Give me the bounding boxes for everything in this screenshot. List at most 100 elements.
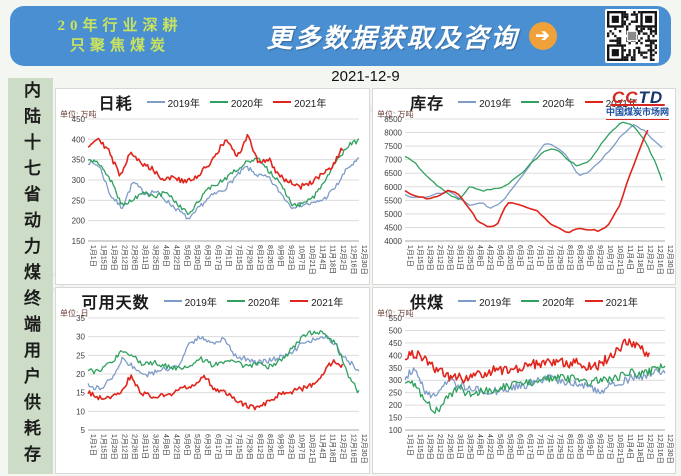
x-tick-label: 1月29日 bbox=[110, 245, 118, 271]
x-tick-label: 1月15日 bbox=[99, 434, 107, 460]
chart-title: 库存 bbox=[410, 96, 445, 113]
series-line-2019年 bbox=[404, 367, 666, 399]
x-tick-label: 8月26日 bbox=[266, 245, 274, 271]
y-tick-label: 250 bbox=[389, 389, 403, 398]
legend-item-2019年: 2019年 bbox=[458, 294, 511, 309]
series-line-2021年 bbox=[404, 338, 651, 384]
x-tick-label: 9月23日 bbox=[287, 434, 295, 460]
x-tick-label: 4月22日 bbox=[486, 245, 494, 271]
x-tick-label: 11月4日 bbox=[318, 434, 326, 459]
qr-code bbox=[605, 9, 659, 63]
x-tick-label: 12月16日 bbox=[350, 434, 358, 464]
y-tick-label: 30 bbox=[76, 333, 85, 342]
x-tick-label: 11月4日 bbox=[626, 434, 634, 459]
x-tick-label: 5月6日 bbox=[183, 245, 191, 267]
x-tick-label: 9月9日 bbox=[586, 434, 594, 456]
unit-label: 单位: 日 bbox=[60, 309, 89, 318]
x-tick-label: 8月12日 bbox=[256, 245, 264, 271]
x-tick-label: 1月1日 bbox=[406, 245, 414, 267]
x-tick-label: 2月26日 bbox=[446, 434, 454, 460]
legend-label: 2020年 bbox=[230, 98, 264, 110]
x-tick-label: 12月16日 bbox=[350, 245, 358, 275]
x-tick-label: 8月26日 bbox=[576, 245, 584, 271]
x-tick-label: 5月20日 bbox=[193, 245, 201, 271]
y-tick-label: 6500 bbox=[384, 169, 402, 178]
left-sidebar: 内陆十七省动力煤终端用户供耗存 bbox=[8, 78, 53, 474]
y-tick-label: 20 bbox=[76, 370, 85, 379]
tagline-line2: 只聚焦煤炭 bbox=[69, 38, 170, 54]
sidebar-vertical-title: 内陆十七省动力煤终端用户供耗存 bbox=[21, 81, 40, 471]
legend-swatch bbox=[290, 300, 309, 302]
x-tick-label: 3月25日 bbox=[152, 245, 160, 271]
x-tick-label: 2月26日 bbox=[131, 245, 139, 271]
line-chart-daily-consumption: 150 200 250 300 350 400 450 1月1日 1月15日 1月29日 2月12日… bbox=[72, 115, 368, 275]
series-line-2019年 bbox=[87, 157, 360, 220]
legend-swatch bbox=[458, 101, 477, 103]
legend-swatch bbox=[273, 101, 292, 103]
x-tick-label: 11月4日 bbox=[318, 245, 326, 270]
x-tick-label: 6月3日 bbox=[516, 245, 524, 267]
y-tick-label: 150 bbox=[72, 237, 86, 246]
x-tick-label: 11月18日 bbox=[636, 434, 644, 463]
x-tick-label: 8月12日 bbox=[256, 434, 264, 460]
x-tick-label: 12月30日 bbox=[666, 434, 674, 464]
series-line-2020年 bbox=[87, 138, 360, 216]
legend-swatch bbox=[521, 300, 540, 302]
legend-swatch bbox=[521, 101, 540, 103]
y-tick-label: 10 bbox=[76, 407, 85, 416]
x-tick-label: 6月3日 bbox=[204, 434, 212, 456]
x-tick-label: 7月15日 bbox=[235, 245, 243, 271]
x-tick-label: 4月22日 bbox=[172, 434, 180, 460]
x-tick-label: 3月25日 bbox=[466, 434, 474, 460]
chart-panel-coal-supply: 供煤 2019年 2020年 2021年 单位: 万吨 100 150 200 250 30… bbox=[372, 287, 676, 474]
unit-label: 单位: 万吨 bbox=[377, 110, 414, 119]
banner-headline: 更多数据获取及咨询 bbox=[266, 22, 519, 53]
legend-label: 2019年 bbox=[479, 297, 512, 309]
legend-label: 2019年 bbox=[167, 98, 200, 110]
x-tick-label: 12月2日 bbox=[646, 245, 654, 271]
x-tick-label: 3月25日 bbox=[466, 245, 474, 271]
legend-label: 2021年 bbox=[311, 297, 344, 309]
legend-item-2020年: 2020年 bbox=[209, 95, 264, 110]
x-tick-label: 11月18日 bbox=[329, 434, 337, 463]
x-tick-label: 3月25日 bbox=[152, 434, 160, 460]
x-tick-label: 12月30日 bbox=[360, 245, 368, 275]
x-tick-label: 4月22日 bbox=[172, 245, 180, 271]
x-tick-label: 12月2日 bbox=[646, 434, 654, 460]
cctd-logo: CCTD 中国煤炭市场网 bbox=[605, 88, 669, 120]
x-tick-label: 6月17日 bbox=[526, 434, 534, 460]
x-tick-label: 5月20日 bbox=[506, 245, 514, 271]
y-tick-label: 5500 bbox=[384, 196, 402, 205]
cctd-brand: CCTD bbox=[611, 88, 664, 107]
y-tick-label: 450 bbox=[389, 339, 403, 348]
x-tick-label: 6月17日 bbox=[526, 245, 534, 271]
y-tick-label: 4500 bbox=[384, 223, 402, 232]
x-tick-label: 10月7日 bbox=[606, 434, 614, 460]
chart-legend: 2019年 2020年 2021年 bbox=[163, 294, 344, 309]
x-tick-label: 6月3日 bbox=[516, 434, 524, 456]
x-tick-label: 7月1日 bbox=[225, 434, 233, 456]
x-tick-label: 2月12日 bbox=[120, 434, 128, 460]
x-tick-label: 7月1日 bbox=[536, 434, 544, 456]
series-line-2020年 bbox=[87, 330, 360, 394]
x-tick-label: 9月9日 bbox=[586, 245, 594, 267]
y-tick-label: 400 bbox=[72, 135, 86, 144]
legend-label: 2020年 bbox=[247, 297, 281, 309]
y-tick-label: 250 bbox=[72, 196, 86, 205]
x-tick-label: 7月1日 bbox=[536, 245, 544, 267]
x-tick-label: 3月11日 bbox=[456, 434, 464, 459]
x-tick-label: 5月6日 bbox=[183, 434, 191, 456]
x-tick-label: 11月18日 bbox=[329, 245, 337, 274]
legend-item-2019年: 2019年 bbox=[163, 294, 217, 309]
x-tick-label: 10月7日 bbox=[297, 434, 305, 460]
x-tick-label: 7月29日 bbox=[556, 245, 564, 271]
y-tick-label: 350 bbox=[389, 364, 403, 373]
x-tick-label: 3月11日 bbox=[456, 245, 464, 270]
legend-swatch bbox=[584, 300, 603, 302]
legend-label: 2020年 bbox=[542, 98, 575, 110]
line-chart-available-days: 5 10 15 20 25 30 35 1月1日 1月15日 1月29日 2月12日 2月26日 3月1… bbox=[76, 314, 368, 464]
x-tick-label: 9月9日 bbox=[277, 245, 285, 267]
y-tick-label: 100 bbox=[389, 426, 403, 435]
